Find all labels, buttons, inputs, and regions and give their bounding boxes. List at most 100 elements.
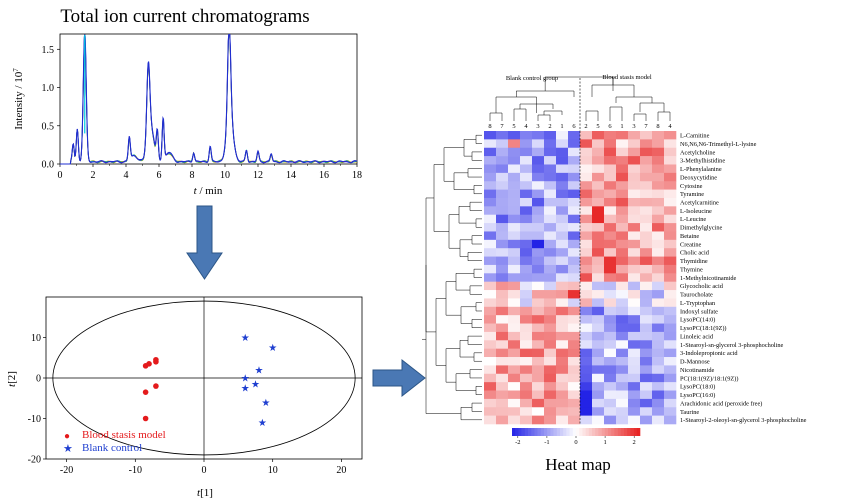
model-point: [153, 383, 159, 389]
heatmap-cell: [484, 348, 497, 358]
heatmap-cell: [580, 415, 593, 425]
metabolite-label: LysoPC(18:0): [680, 384, 715, 391]
heatmap-cell: [520, 131, 533, 140]
row-dendrogram: [475, 386, 482, 395]
heatmap-cell: [544, 189, 557, 199]
heatmap-cell: [604, 172, 617, 182]
heatmap-cell: [640, 239, 653, 249]
row-dendrogram: [471, 151, 482, 161]
heatmap-cell: [484, 407, 497, 416]
heatmap-cell: [640, 357, 653, 366]
heatmap-cell: [592, 273, 605, 282]
heatmap-cell: [508, 164, 521, 174]
heatmap-cell: [508, 248, 521, 257]
heatmap-cell: [568, 197, 581, 207]
heatmap-group-right: Blood stasis model: [602, 74, 652, 81]
heatmap-cell: [496, 298, 509, 308]
heatmap-cell: [520, 340, 533, 349]
heatmap-cell: [628, 373, 641, 383]
heatmap-cell: [664, 131, 677, 140]
heatmap-cell: [628, 239, 641, 249]
heatmap-cell: [520, 415, 533, 425]
heatmap-cell: [520, 382, 533, 391]
heatmap-cell: [556, 189, 569, 199]
heatmap-cell: [640, 315, 653, 324]
heatmap-cell: [580, 139, 593, 149]
column-label: 8: [488, 123, 491, 130]
heatmap-colorbar: -2 -1 0 1 2: [512, 428, 641, 446]
heatmap-cell: [520, 407, 533, 416]
heatmap-cell: [604, 239, 617, 249]
heatmap-cell: [532, 340, 545, 349]
heatmap-cell: [556, 306, 569, 316]
heatmap-cell: [592, 348, 605, 358]
heatmap-cell: [496, 147, 509, 157]
heatmap-cell: [628, 348, 641, 358]
confidence-ellipse: [52, 300, 356, 456]
column-dendrogram: [633, 113, 647, 121]
row-dendrogram: [425, 264, 461, 414]
heatmap-cell: [544, 331, 557, 341]
heatmap-cell: [532, 298, 545, 308]
column-label: 7: [644, 123, 648, 130]
colorbar-segment: [540, 428, 545, 436]
x-tick-label: 14: [286, 170, 296, 181]
chromatogram-trace: [60, 34, 358, 165]
pca-ylabel: t[2]: [6, 371, 18, 387]
heatmap-cell: [616, 214, 629, 224]
heatmap-cell: [664, 248, 677, 257]
heatmap-cell: [604, 214, 617, 224]
heatmap-cell: [640, 256, 653, 266]
heatmap-cell: [520, 197, 533, 207]
heatmap-cell: [532, 223, 545, 232]
heatmap-cell: [664, 415, 677, 425]
heatmap-cell: [580, 164, 593, 174]
heatmap-cell: [652, 398, 665, 408]
heatmap-cell: [604, 331, 617, 341]
row-dendrogram: [425, 197, 436, 333]
heatmap-cell: [556, 281, 569, 291]
column-dendrogram: [516, 90, 575, 97]
heatmap-cell: [628, 415, 641, 425]
metabolite-label: Arachidonic acid (peroxide free): [680, 400, 762, 407]
heatmap-cell: [508, 365, 521, 375]
heatmap-cell: [532, 407, 545, 416]
row-dendrogram: [473, 268, 482, 278]
heatmap-cell: [556, 298, 569, 308]
heatmap-cell: [532, 281, 545, 291]
heatmap-cell: [556, 340, 569, 349]
heatmap-cell: [520, 315, 533, 324]
column-dendrogram: [543, 110, 563, 115]
heatmap-cell: [544, 181, 557, 190]
heatmap-cell: [508, 281, 521, 291]
column-label: 7: [500, 123, 504, 130]
x-tick-label: 2: [91, 170, 96, 181]
heatmap-cell: [532, 139, 545, 149]
heatmap-cell: [496, 407, 509, 416]
heatmap-cell: [604, 348, 617, 358]
y-tick-label: 10: [31, 333, 41, 344]
heatmap-cell: [640, 323, 653, 333]
heatmap-cell: [592, 239, 605, 249]
heatmap-cell: [532, 357, 545, 366]
colorbar-segment: [547, 428, 551, 436]
heatmap-cell: [616, 248, 629, 257]
heatmap-cell: [496, 156, 509, 165]
heatmap-cell: [544, 348, 557, 358]
heatmap-cell: [568, 223, 581, 232]
heatmap-cell: [484, 256, 497, 266]
heatmap-cell: [640, 264, 653, 274]
heatmap-cell: [604, 147, 617, 157]
heatmap-cell: [652, 290, 665, 299]
heatmap-cell: [508, 214, 521, 224]
colorbar-segment: [566, 428, 570, 436]
heatmap-cell: [520, 264, 533, 274]
chromatogram-xlabel: t / min: [194, 185, 223, 197]
heatmap-cell: [604, 398, 617, 408]
heatmap-cell: [484, 197, 497, 207]
heatmap-cell: [532, 181, 545, 190]
heatmap-cell: [544, 298, 557, 308]
legend-control-label: Blank control: [82, 442, 142, 454]
column-label: 5: [512, 123, 515, 130]
heatmap-cell: [556, 231, 569, 241]
